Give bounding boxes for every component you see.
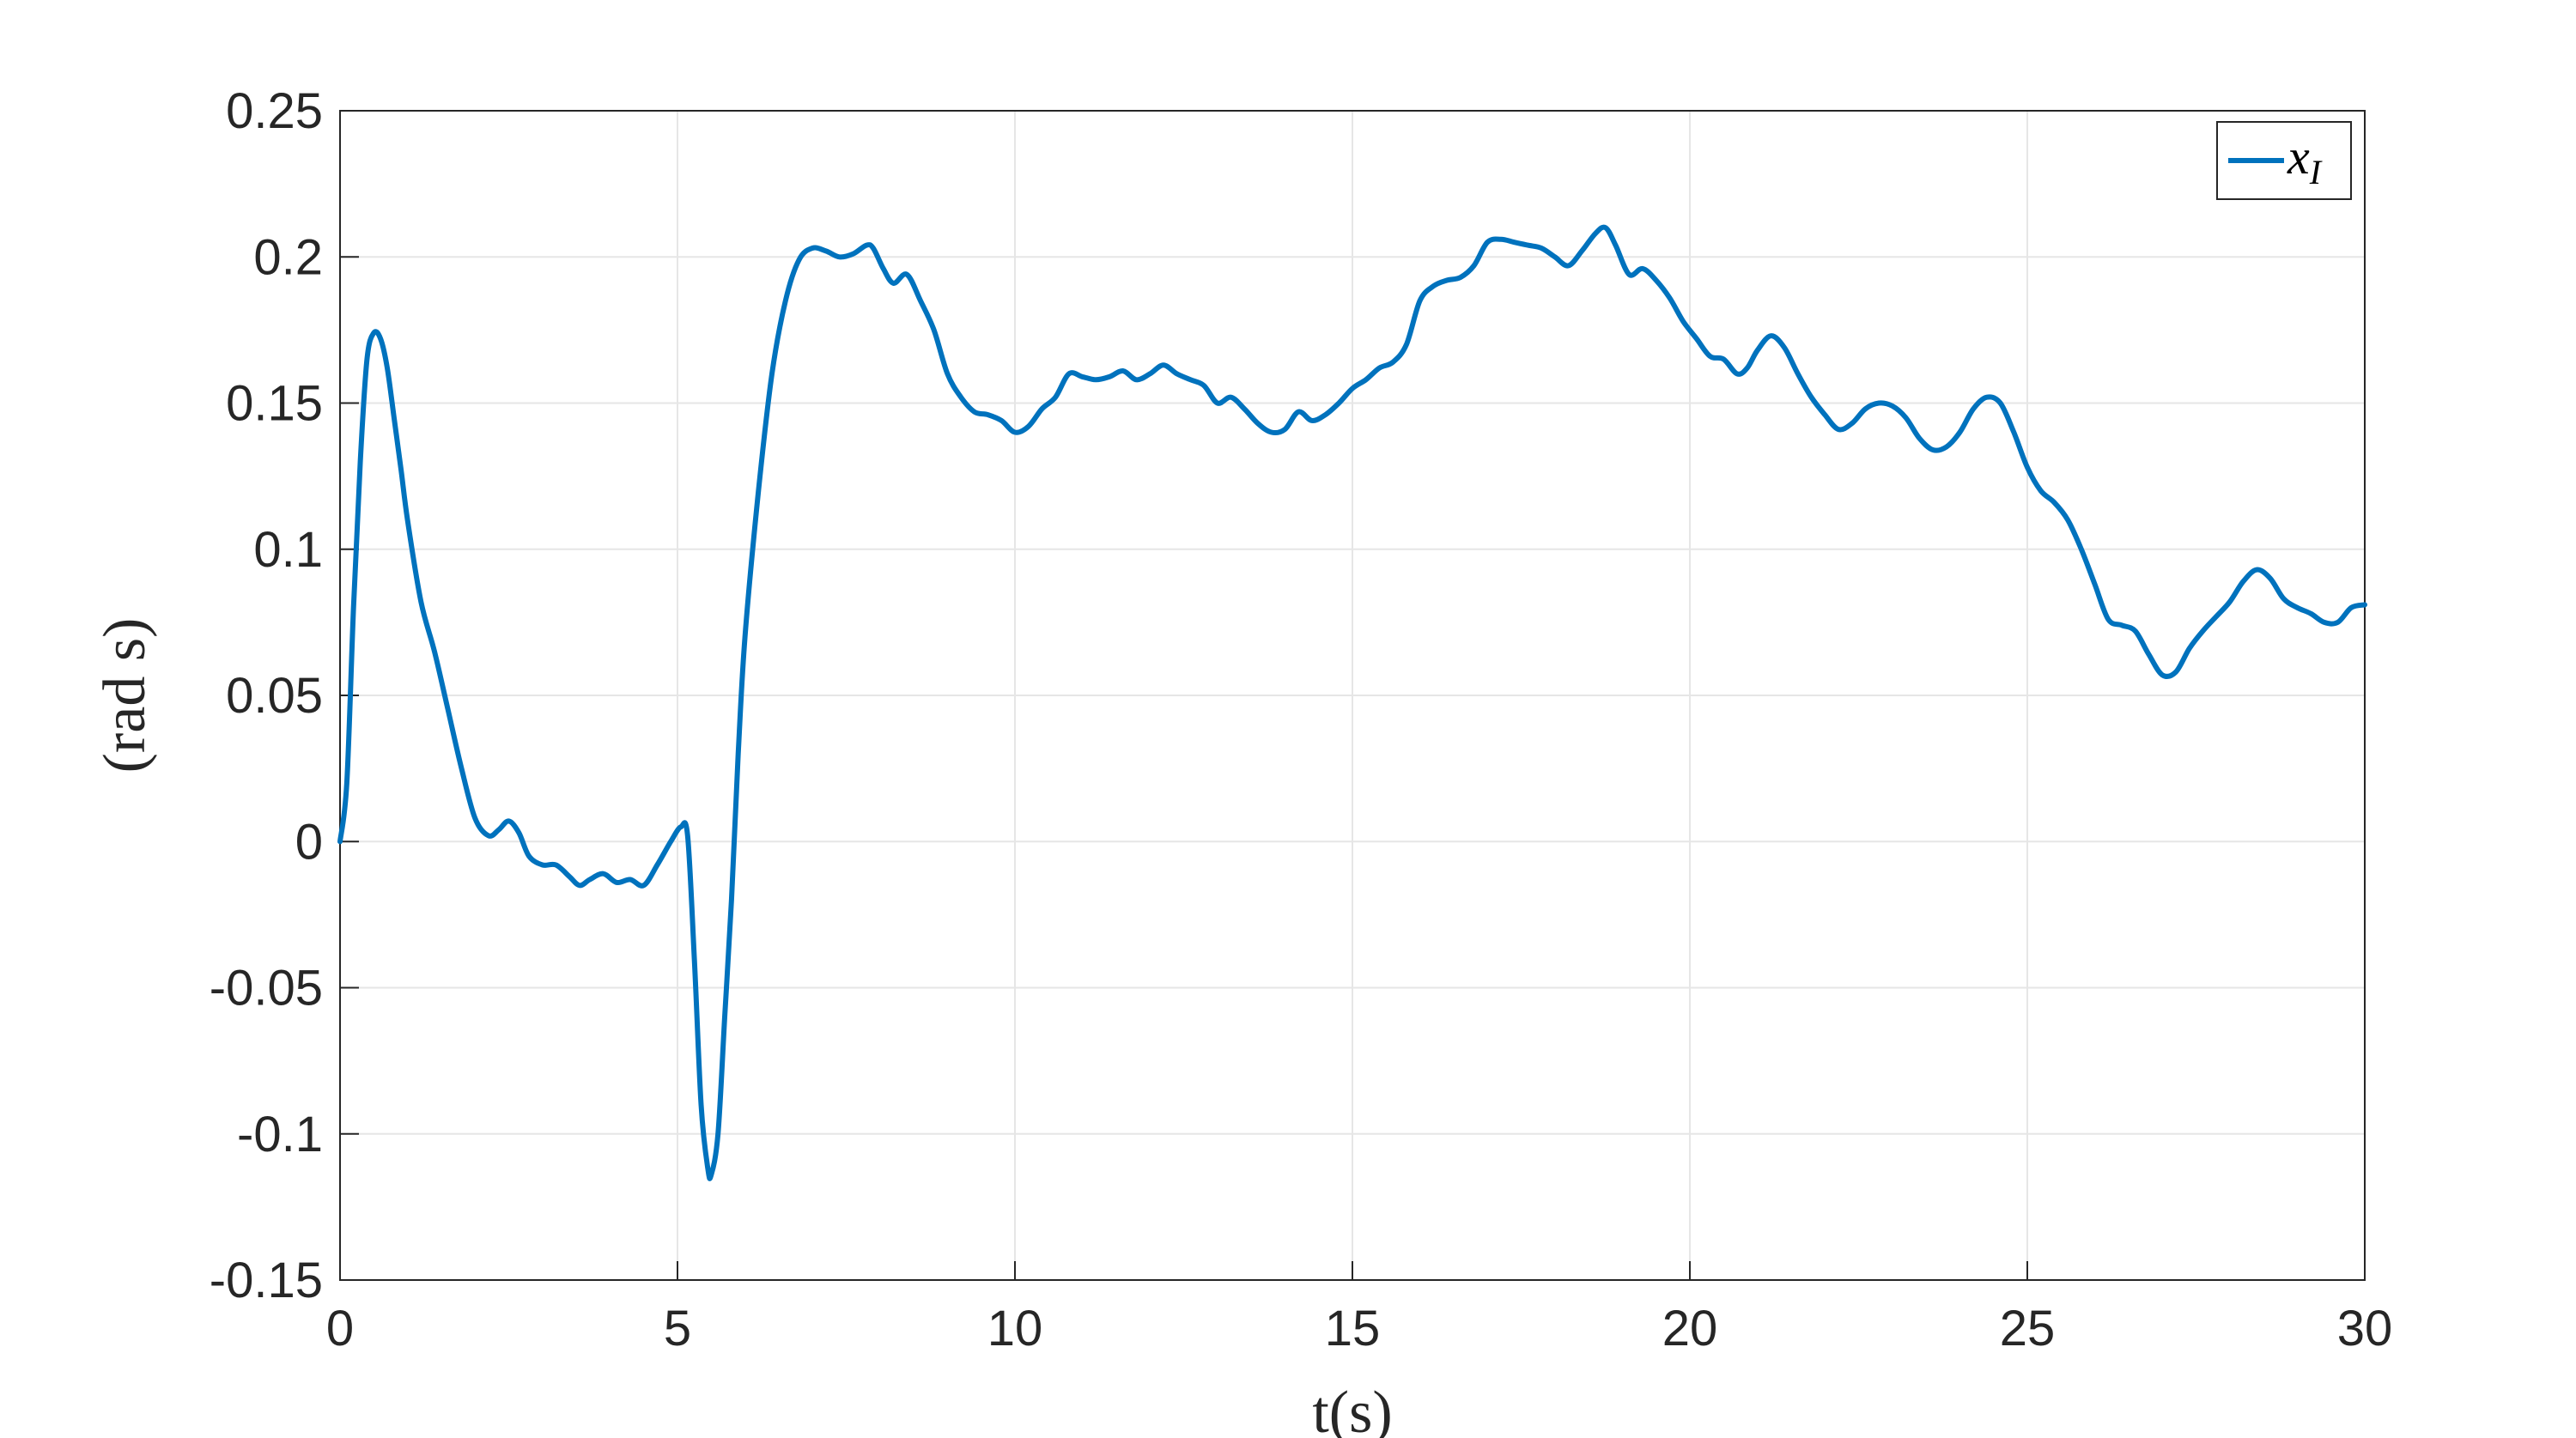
y-tick-label: 0.25 — [226, 83, 323, 139]
x-tick-label: 0 — [326, 1301, 354, 1356]
y-tick-label: 0 — [295, 814, 323, 870]
legend-entry-label: xI — [2287, 129, 2323, 191]
y-tick-label: -0.15 — [210, 1253, 323, 1308]
y-axis-label: (rad s) — [92, 618, 158, 774]
x-tick-label: 20 — [1662, 1301, 1718, 1356]
x-tick-label: 30 — [2337, 1301, 2393, 1356]
grid-lines — [340, 111, 2365, 1280]
x-axis-ticks: 0 5 10 15 20 25 30 — [326, 1261, 2392, 1356]
series-line-x-i — [337, 224, 2367, 1181]
y-tick-label: 0.05 — [226, 668, 323, 724]
y-tick-label: 0.15 — [226, 376, 323, 432]
x-tick-label: 10 — [987, 1301, 1043, 1356]
legend: xI — [2216, 121, 2352, 200]
y-tick-label: -0.1 — [237, 1107, 323, 1162]
y-axis-ticks: 0.25 0.2 0.15 0.1 0.05 0 -0.05 -0.1 -0.15 — [210, 83, 359, 1308]
x-tick-label: 25 — [2000, 1301, 2056, 1356]
x-axis-label: t(s) — [1312, 1380, 1392, 1438]
y-tick-label: -0.05 — [210, 961, 323, 1016]
x-tick-label: 5 — [664, 1301, 691, 1356]
y-tick-label: 0.1 — [253, 522, 323, 578]
x-tick-label: 15 — [1325, 1301, 1381, 1356]
y-tick-label: 0.2 — [253, 229, 323, 285]
